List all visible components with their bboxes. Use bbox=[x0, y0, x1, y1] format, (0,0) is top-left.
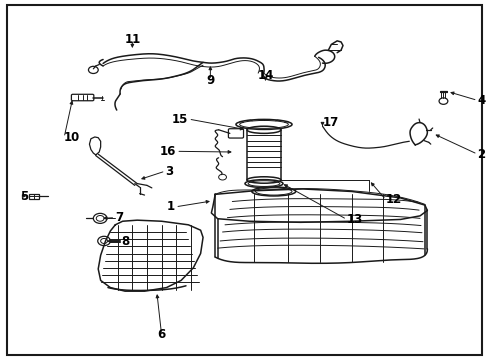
Text: 5: 5 bbox=[20, 190, 28, 203]
Text: 10: 10 bbox=[64, 131, 80, 144]
Text: 8: 8 bbox=[122, 235, 130, 248]
Text: 15: 15 bbox=[172, 113, 188, 126]
Text: 12: 12 bbox=[385, 193, 401, 206]
Text: 16: 16 bbox=[160, 145, 176, 158]
Text: 6: 6 bbox=[157, 328, 165, 341]
Text: 14: 14 bbox=[257, 69, 273, 82]
Text: 1: 1 bbox=[167, 201, 175, 213]
Text: 11: 11 bbox=[124, 33, 140, 46]
Text: 4: 4 bbox=[477, 94, 485, 107]
Text: 2: 2 bbox=[477, 148, 485, 161]
Text: 17: 17 bbox=[322, 116, 338, 129]
Text: 3: 3 bbox=[165, 165, 173, 177]
Text: 13: 13 bbox=[346, 213, 363, 226]
Text: 9: 9 bbox=[206, 74, 214, 87]
Text: 7: 7 bbox=[115, 211, 123, 224]
